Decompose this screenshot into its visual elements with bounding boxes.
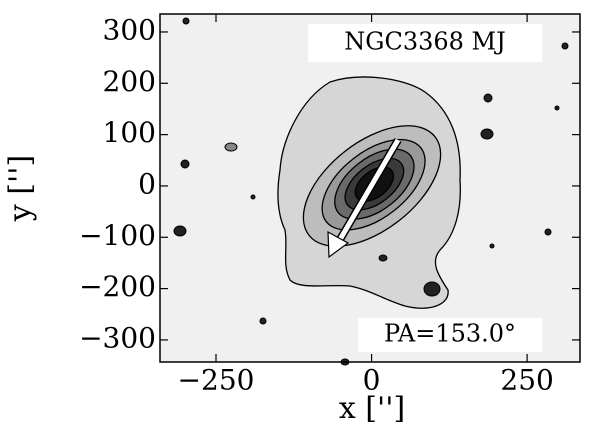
y-tick-label: −300 (79, 321, 156, 354)
y-tick-label: 0 (138, 167, 156, 200)
point-source (544, 228, 552, 236)
point-sources (173, 17, 569, 366)
x-tick-label: 0 (363, 364, 381, 397)
arrow-head (327, 230, 350, 259)
y-tick-label: −200 (79, 270, 156, 303)
pa-label: PA=153.0° (384, 320, 516, 348)
pa-arrow (327, 137, 402, 259)
galaxy-label: NGC3368 MJ (344, 28, 505, 56)
x-axis-label: x [''] (339, 391, 405, 426)
point-source (554, 105, 560, 111)
x-tick-label: −250 (178, 364, 255, 397)
y-tick-label: 200 (103, 65, 156, 98)
y-tick-label: 300 (103, 13, 156, 46)
point-source (378, 254, 388, 262)
point-source (182, 17, 190, 25)
point-source (480, 128, 494, 140)
y-tick-label: 100 (103, 116, 156, 149)
label-box (358, 318, 542, 352)
arrow-shaft (335, 138, 401, 245)
point-source (250, 194, 256, 200)
y-axis-label: y [''] (3, 155, 38, 222)
label-box (308, 24, 542, 62)
point-source (259, 317, 267, 325)
point-source (173, 225, 187, 237)
point-source (180, 159, 190, 169)
point-source (483, 93, 493, 103)
y-tick-label: −100 (79, 219, 156, 252)
point-source (489, 243, 495, 249)
point-source (561, 42, 569, 50)
plot-frame (159, 13, 581, 363)
x-tick-label: 250 (500, 364, 553, 397)
point-source (224, 142, 238, 152)
point-source (423, 281, 441, 297)
